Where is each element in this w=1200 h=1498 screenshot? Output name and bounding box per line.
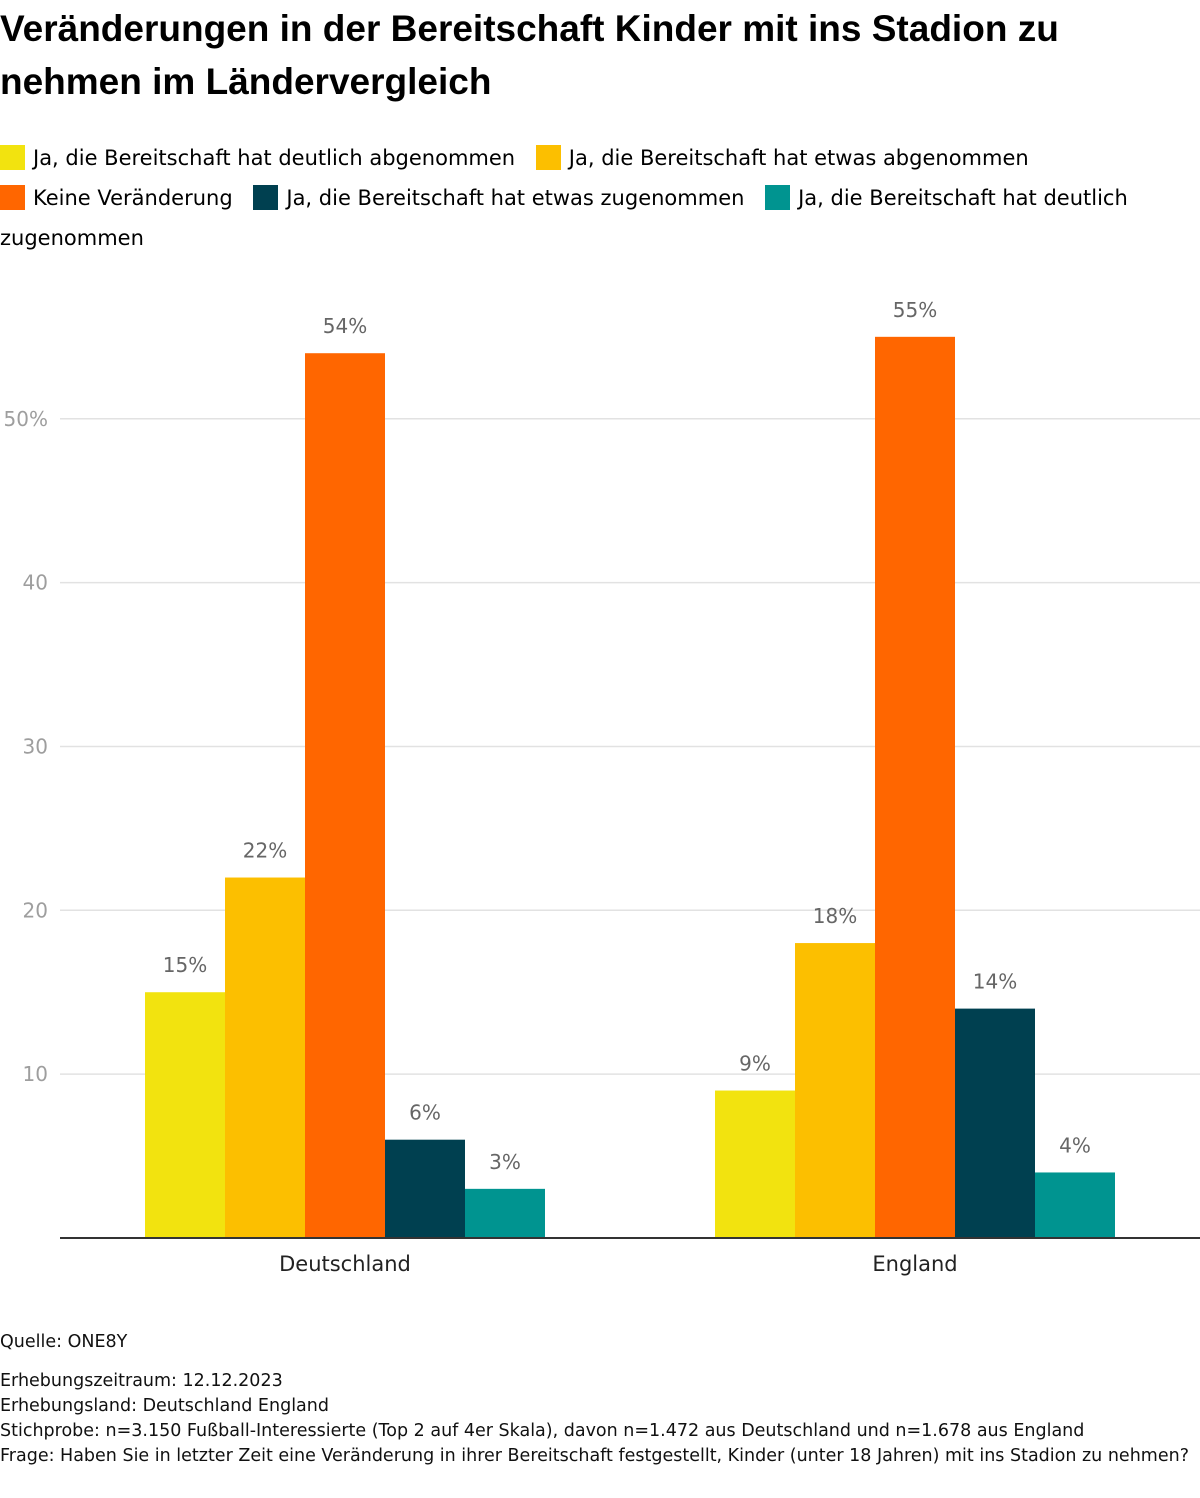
bar [385,1139,465,1238]
legend-item[interactable]: Ja, die Bereitschaft hat deutlich abgeno… [0,145,516,170]
bar [305,353,385,1239]
legend-swatch [535,145,561,170]
y-tick-label: 40 [23,571,48,595]
legend-label: Keine Veränderung [33,186,233,210]
country-note: Erhebungsland: Deutschland England [0,1396,329,1416]
legend-item[interactable]: Ja, die Bereitschaft hat etwas abgenomme… [535,145,1029,170]
data-label: 3% [489,1150,521,1174]
bar [955,1008,1035,1238]
data-label: 22% [243,839,287,863]
y-tick-label: 50% [4,407,48,431]
legend-item[interactable]: Ja, die Bereitschaft hat etwas zugenomme… [253,185,745,210]
y-tick-label: 10 [23,1062,48,1086]
y-tick-label: 20 [23,898,48,922]
data-label: 15% [163,953,207,977]
bar-chart: 10 20 30 40 50% 15% 22% 54% 6% 3% Deutschland 9% 18%… [4,298,1200,1276]
legend-swatch [0,185,25,210]
legend: Ja, die Bereitschaft hat deutlich abgeno… [0,138,1200,258]
data-label: 6% [409,1101,441,1125]
x-category-label: Deutschland [279,1252,411,1276]
bar [795,943,875,1238]
legend-swatch [765,185,791,210]
bar [465,1188,545,1238]
x-category-label: England [872,1252,957,1276]
bar [225,877,305,1238]
data-label: 9% [739,1052,771,1076]
bar [715,1090,795,1238]
legend-label: Ja, die Bereitschaft hat deutlich zugeno… [0,186,1128,250]
bar [875,336,955,1238]
data-label: 14% [973,970,1017,994]
legend-swatch [0,145,25,170]
data-label: 55% [893,298,937,322]
y-tick-label: 30 [23,734,48,758]
period-note: Erhebungszeitraum: 12.12.2023 [0,1371,283,1391]
source-note: Quelle: ONE8Y [0,1332,128,1352]
question-note: Frage: Haben Sie in letzter Zeit eine Ve… [0,1446,1189,1466]
data-label: 4% [1059,1133,1091,1157]
legend-label: Ja, die Bereitschaft hat etwas abgenomme… [568,146,1029,170]
legend-swatch [253,185,279,210]
legend-item[interactable]: Keine Veränderung [0,185,233,210]
bar [145,992,225,1238]
chart-title: Veränderungen in der Bereitschaft Kinder… [0,8,1059,102]
bar [1035,1172,1115,1238]
sample-note: Stichprobe: n=3.150 Fußball-Interessiert… [0,1421,1085,1441]
legend-label: Ja, die Bereitschaft hat etwas zugenomme… [286,186,745,210]
data-label: 54% [323,314,367,338]
legend-label: Ja, die Bereitschaft hat deutlich abgeno… [33,146,516,170]
data-label: 18% [813,904,857,928]
footer: Quelle: ONE8Y Erhebungszeitraum: 12.12.2… [0,1330,1200,1469]
legend-item[interactable]: Ja, die Bereitschaft hat deutlich zugeno… [0,185,1128,250]
